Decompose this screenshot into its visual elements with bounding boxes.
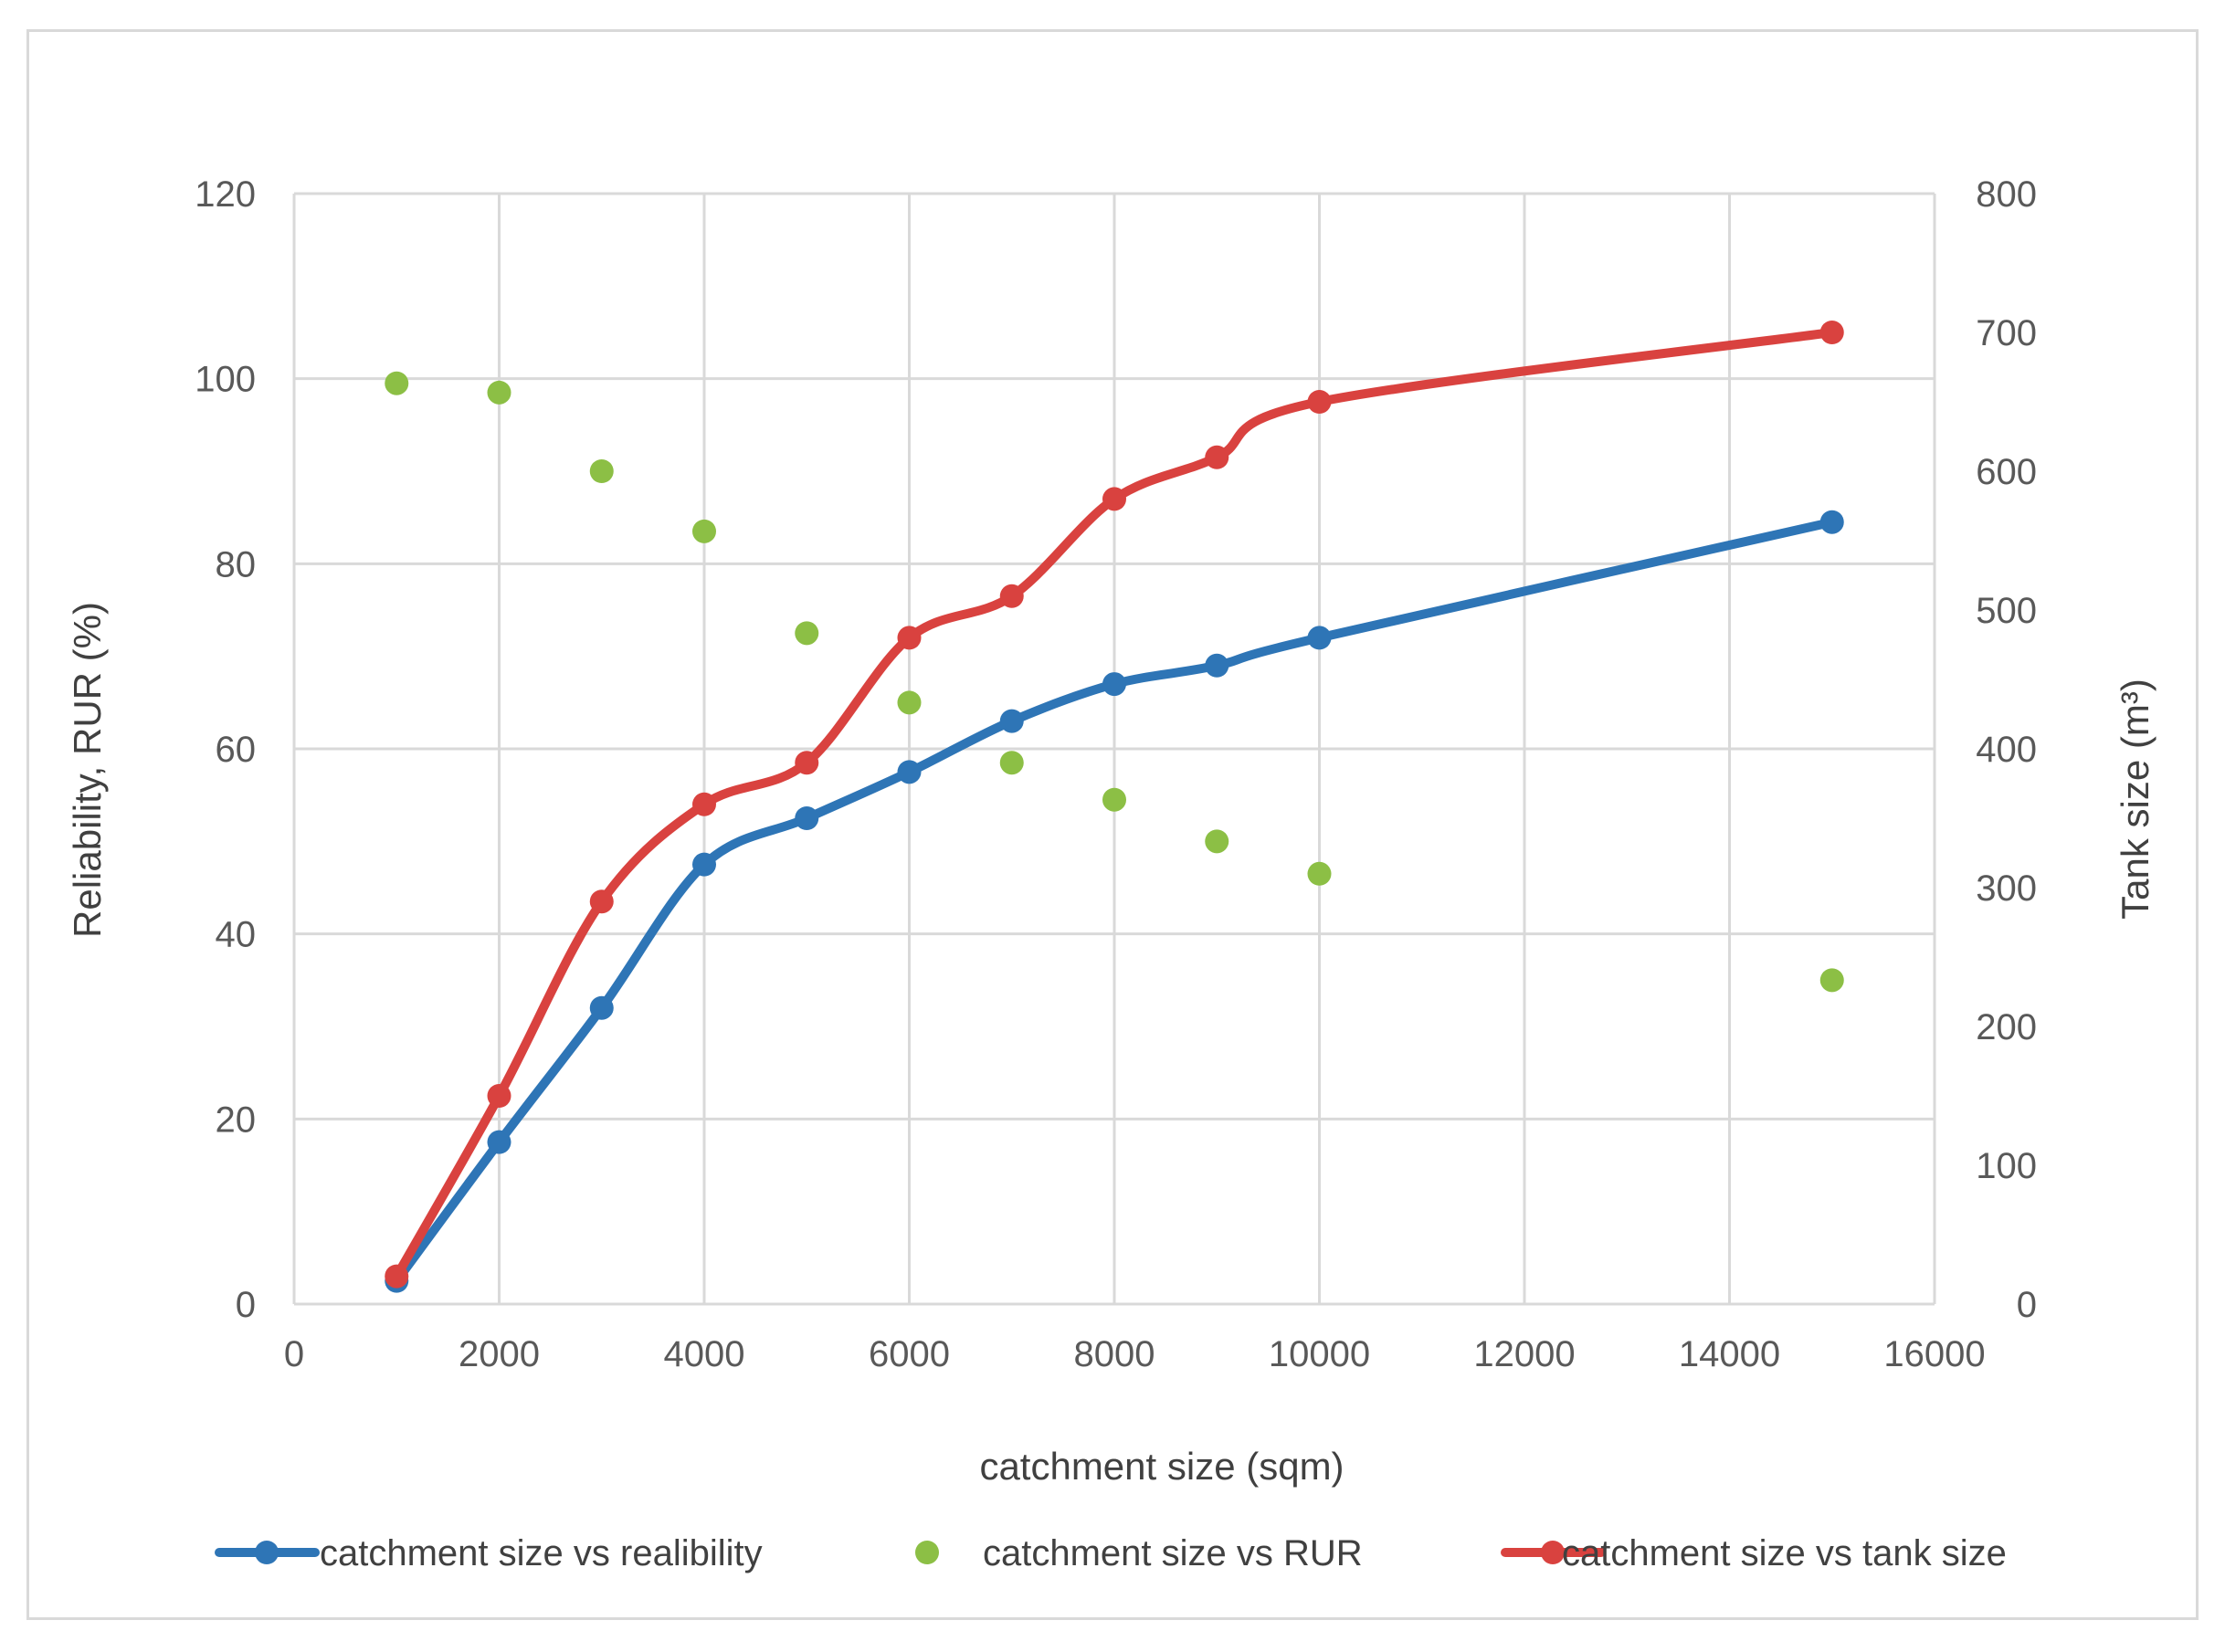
legend-marker (255, 1541, 279, 1564)
y-axis-title: Reliability, RUR (%) (66, 602, 109, 938)
x-tick-label: 0 (284, 1334, 304, 1374)
x-tick-label: 8000 (1074, 1334, 1155, 1374)
x-tick-label: 10000 (1269, 1334, 1370, 1374)
data-point (1205, 653, 1229, 678)
data-point (1819, 321, 1844, 344)
data-point (999, 584, 1024, 608)
data-point (795, 806, 819, 830)
y2-tick-label: 0 (2017, 1285, 2037, 1325)
y2-axis-title: Tank size (m³) (2114, 679, 2156, 920)
scatter-point (897, 690, 922, 715)
legend-marker (1541, 1541, 1565, 1564)
legend: catchment size vs realibility catchment s… (215, 1533, 2007, 1573)
series-layer (385, 321, 1844, 1293)
legend-label: catchment size vs tank size (1562, 1533, 2007, 1573)
scatter-point (999, 751, 1024, 775)
data-point (692, 792, 716, 816)
y-axis-ticks: 0 20 40 60 80 100 120 (195, 174, 256, 1325)
legend-entry: catchment size vs tank size (1501, 1533, 2007, 1573)
scatter-point (487, 380, 511, 405)
y-tick-label: 100 (195, 360, 256, 400)
chart-frame (26, 29, 2199, 1620)
y2-tick-label: 700 (1976, 313, 2037, 353)
data-point (1307, 390, 1332, 414)
y-tick-label: 120 (195, 174, 256, 215)
legend-entry: catchment size vs RUR (915, 1533, 1363, 1573)
gridlines (292, 192, 1936, 1306)
scatter-point (1819, 968, 1844, 993)
x-axis-title: catchment size (sqm) (979, 1445, 1344, 1488)
data-point (1205, 445, 1229, 469)
data-point (897, 760, 922, 784)
y-tick-label: 0 (236, 1285, 256, 1325)
data-point (897, 626, 922, 650)
x-tick-label: 14000 (1679, 1334, 1780, 1374)
data-point (487, 1130, 511, 1154)
data-point (692, 852, 716, 877)
y2-tick-label: 600 (1976, 452, 2037, 492)
y2-tick-label: 100 (1976, 1146, 2037, 1186)
y-tick-label: 60 (216, 730, 257, 770)
data-point (385, 1264, 409, 1289)
series-3 (385, 321, 1844, 1289)
y2-tick-label: 800 (1976, 174, 2037, 215)
x-tick-label: 12000 (1473, 1334, 1575, 1374)
y2-axis-ticks: 0 100 200 300 400 500 600 700 800 (1976, 174, 2037, 1325)
series-1 (385, 510, 1844, 1293)
y-tick-label: 40 (216, 915, 257, 955)
data-point (487, 1084, 511, 1108)
data-point (999, 709, 1024, 733)
x-tick-label: 6000 (869, 1334, 950, 1374)
data-point (795, 751, 819, 775)
scatter-point (692, 519, 716, 543)
data-point (1819, 510, 1844, 534)
x-tick-label: 4000 (664, 1334, 745, 1374)
y2-tick-label: 300 (1976, 868, 2037, 909)
series-2 (385, 371, 1844, 993)
scatter-point (589, 459, 614, 483)
legend-label: catchment size vs RUR (983, 1533, 1363, 1573)
data-point (1102, 487, 1126, 511)
y2-tick-label: 400 (1976, 730, 2037, 770)
series-line (392, 328, 1837, 1281)
y-tick-label: 20 (216, 1100, 257, 1140)
data-point (1102, 672, 1126, 697)
x-tick-label: 16000 (1883, 1334, 1985, 1374)
y2-tick-label: 500 (1976, 591, 2037, 631)
scatter-point (795, 621, 819, 646)
scatter-point (1205, 829, 1229, 854)
y2-tick-label: 200 (1976, 1007, 2037, 1047)
legend-entry: catchment size vs realibility (215, 1533, 763, 1573)
scatter-point (1307, 861, 1332, 886)
data-point (589, 995, 614, 1020)
x-tick-label: 2000 (459, 1334, 540, 1374)
legend-label: catchment size vs realibility (320, 1533, 763, 1573)
data-point (589, 889, 614, 914)
scatter-point (385, 371, 409, 395)
x-axis-ticks: 0 2000 4000 6000 8000 10000 12000 14000 16000 (284, 1334, 1986, 1374)
y-tick-label: 80 (216, 544, 257, 584)
legend-marker (915, 1541, 939, 1564)
scatter-point (1102, 787, 1126, 812)
data-point (1307, 626, 1332, 650)
